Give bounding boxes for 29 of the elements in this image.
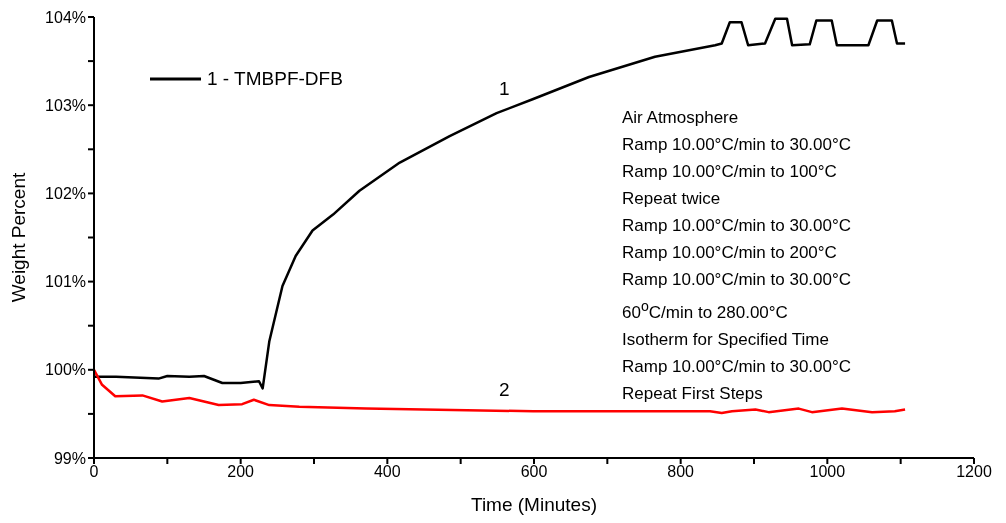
annotation: 1 [499, 78, 510, 100]
x-tick-label: 400 [373, 463, 401, 481]
x-tick-label: 1200 [956, 463, 992, 481]
y-tick-label: 102% [45, 185, 86, 203]
annotation: Ramp 10.00°C/min to 30.00°C [622, 215, 852, 237]
y-tick-label: 99% [53, 449, 86, 467]
x-tick-label: 800 [667, 463, 695, 481]
x-axis-title: Time (Minutes) [471, 494, 597, 515]
y-tick-label: 101% [45, 273, 86, 291]
x-tick-label: 0 [89, 463, 99, 481]
annotation: Isotherm for Specified Time [622, 328, 830, 351]
annotation: Air Atmosphere [622, 107, 740, 129]
annotation: 60$^{o}$C/min to 280.00°C [622, 297, 789, 324]
annotation: Repeat First Steps [622, 382, 764, 405]
annotation: Ramp 10.00°C/min to 200°C [622, 242, 838, 264]
y-axis-title: Weight Percent [7, 172, 29, 303]
annotation: Ramp 10.00°C/min to 30.00°C [622, 134, 852, 156]
annotation: 2 [499, 379, 510, 401]
y-tick-label: 100% [45, 361, 86, 379]
annotation: Ramp 10.00°C/min to 30.00°C [622, 355, 852, 378]
y-tick-label: 103% [45, 96, 86, 114]
annotation: Repeat twice [622, 188, 722, 210]
x-tick-label: 600 [520, 463, 548, 481]
annotation: Ramp 10.00°C/min to 100°C [622, 161, 838, 183]
x-tick-label: 200 [227, 463, 255, 481]
legend-label: 1 - TMBPF-DFB [207, 68, 343, 90]
y-tick-label: 104% [45, 8, 86, 26]
x-tick-label: 1000 [809, 463, 846, 481]
annotation: Ramp 10.00°C/min to 30.00°C [622, 269, 852, 291]
